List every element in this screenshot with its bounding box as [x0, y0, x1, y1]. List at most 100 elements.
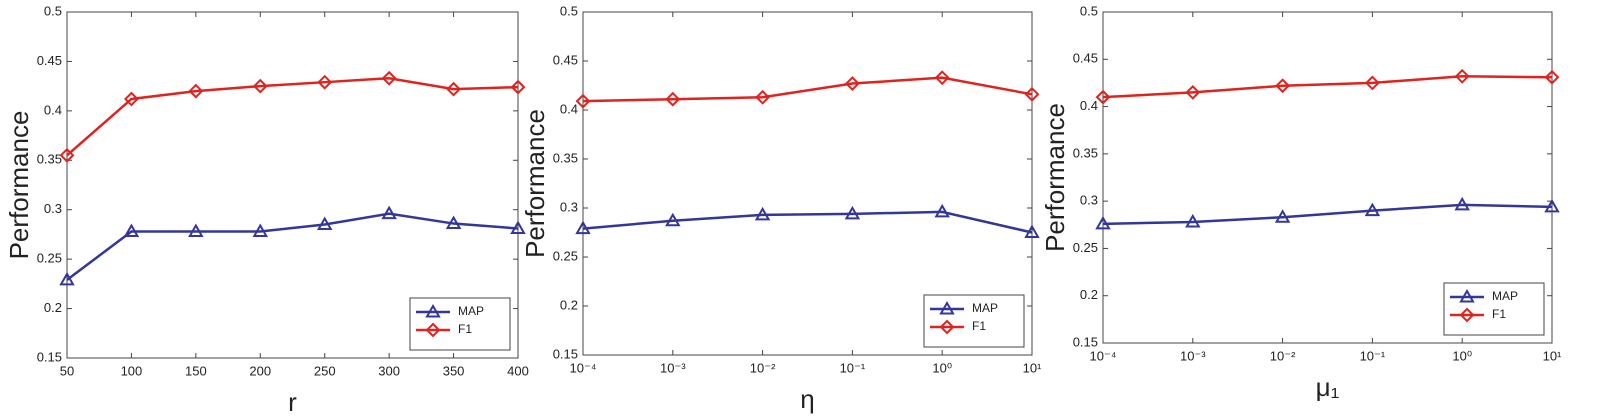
y-tick-label: 0.35: [37, 152, 62, 167]
x-tick-label: 10⁻¹: [1360, 348, 1386, 363]
x-tick-label: 10⁻³: [1180, 348, 1206, 363]
x-tick-label: 200: [249, 363, 271, 378]
legend-text: MAP: [458, 304, 484, 318]
x-tick-label: 10¹: [1023, 360, 1042, 375]
legend: MAP F1: [1443, 282, 1545, 336]
y-tick-label: 0.2: [1080, 287, 1098, 302]
y-tick-label: 0.4: [1080, 98, 1098, 113]
marker: [1454, 68, 1470, 84]
plot-frame: [1102, 11, 1553, 344]
legend-box: [1443, 282, 1545, 336]
marker: [252, 223, 269, 237]
marker: [1024, 86, 1040, 102]
legend-marker: [425, 322, 441, 338]
x-tick-label: 350: [443, 363, 465, 378]
legend-text: F1: [458, 322, 472, 336]
marker: [381, 205, 397, 220]
marker: [188, 83, 204, 99]
y-tick-label: 0.15: [37, 349, 62, 364]
series-line: [66, 212, 519, 281]
y-tick-label: 0.45: [553, 52, 578, 67]
marker: [844, 76, 860, 91]
legend-marker: [939, 319, 955, 335]
y-axis-title: Performance: [1040, 103, 1070, 252]
marker: [1185, 213, 1201, 228]
series-line: [1102, 75, 1553, 99]
y-tick-label: 0.5: [1080, 3, 1098, 18]
legend-text: F1: [1492, 307, 1506, 321]
marker: [445, 215, 462, 230]
y-tick-label: 0.2: [560, 297, 578, 312]
marker: [755, 89, 771, 105]
legend-box: [409, 297, 511, 351]
x-tick-label: 10⁻⁴: [1090, 348, 1117, 363]
y-tick-label: 0.5: [44, 3, 62, 18]
marker: [1185, 84, 1201, 100]
y-tick-label: 0.15: [553, 346, 578, 361]
legend: MAP F1: [923, 294, 1025, 348]
x-axis-title: μ₁: [1316, 372, 1340, 402]
marker: [510, 220, 526, 234]
series-line: [1102, 203, 1553, 226]
y-tick-label: 0.3: [44, 201, 62, 216]
y-tick-label: 0.2: [44, 300, 62, 315]
y-tick-label: 0.3: [560, 199, 578, 214]
series-line: [66, 76, 519, 157]
marker: [123, 223, 140, 237]
marker: [934, 70, 950, 86]
legend: MAP F1: [409, 297, 511, 351]
marker: [1274, 209, 1291, 223]
marker: [124, 91, 139, 107]
marker: [316, 216, 333, 231]
x-tick-label: 50: [60, 363, 74, 378]
marker: [844, 205, 861, 220]
chart: 0.15 0.2 0.25 0.3 0.35 0.4 0.45 0.5 10⁻⁴ 10⁻³ 10⁻²…: [520, 3, 1042, 413]
x-tick-label: 400: [507, 363, 529, 378]
legend-marker: [425, 303, 441, 318]
y-tick-label: 0.25: [1073, 240, 1098, 255]
x-axis-title: r: [288, 387, 297, 417]
series-line: [582, 210, 1033, 234]
plot-frame: [66, 11, 519, 359]
y-tick-label: 0.3: [1080, 193, 1098, 208]
plot-frame: [582, 11, 1033, 356]
marker: [1095, 215, 1111, 230]
marker: [575, 220, 591, 235]
x-tick-label: 10⁻²: [750, 360, 776, 375]
marker: [1275, 78, 1291, 94]
marker: [1544, 198, 1560, 213]
chart: 0.15 0.2 0.25 0.3 0.35 0.4 0.45 0.5 10⁻⁴ 10⁻³ 10⁻²…: [1040, 3, 1562, 401]
legend-text: F1: [972, 319, 986, 333]
y-tick-label: 0.4: [44, 102, 62, 117]
legend-marker: [1459, 288, 1475, 303]
y-tick-label: 0.15: [1073, 334, 1098, 349]
marker: [1364, 202, 1381, 217]
marker: [1095, 89, 1111, 105]
legend-marker: [1459, 307, 1475, 323]
marker: [188, 223, 204, 237]
x-tick-label: 10⁻²: [1270, 348, 1296, 363]
x-tick-label: 250: [314, 363, 336, 378]
marker: [1024, 224, 1040, 238]
legend-box: [923, 294, 1025, 348]
y-tick-label: 0.4: [560, 101, 578, 116]
marker: [59, 271, 75, 286]
marker: [381, 70, 397, 86]
y-axis-title: Performance: [520, 109, 550, 258]
x-tick-label: 300: [378, 363, 400, 378]
x-tick-label: 10¹: [1543, 348, 1562, 363]
y-axis-title: Performance: [4, 111, 34, 260]
y-tick-label: 0.45: [37, 53, 62, 68]
marker: [575, 93, 591, 109]
x-tick-label: 150: [185, 363, 207, 378]
x-tick-label: 10⁻¹: [840, 360, 866, 375]
x-tick-label: 100: [121, 363, 143, 378]
legend-marker: [939, 300, 955, 315]
y-tick-label: 0.25: [37, 251, 62, 266]
y-tick-label: 0.5: [560, 3, 578, 18]
marker: [317, 74, 333, 90]
marker: [446, 81, 461, 97]
marker: [1454, 196, 1470, 211]
